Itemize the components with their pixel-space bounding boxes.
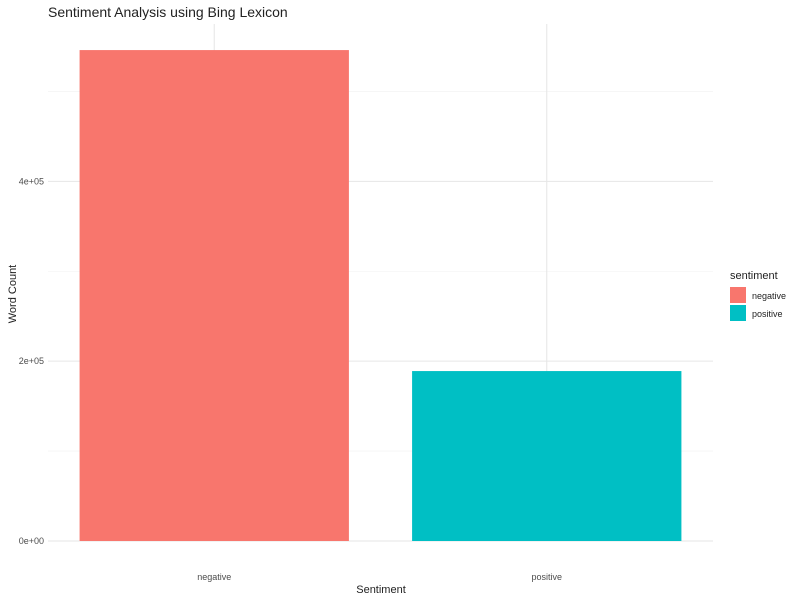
legend-label-positive: positive bbox=[752, 309, 783, 319]
y-tick-label: 4e+05 bbox=[19, 176, 44, 186]
x-tick-label: positive bbox=[531, 572, 562, 582]
chart-title: Sentiment Analysis using Bing Lexicon bbox=[48, 4, 288, 20]
legend: sentiment negative positive bbox=[730, 270, 786, 321]
legend-items: negative positive bbox=[730, 287, 786, 321]
y-tick-label: 2e+05 bbox=[19, 356, 44, 366]
bar-positive bbox=[412, 371, 682, 541]
legend-label-negative: negative bbox=[752, 291, 786, 301]
y-tick-label: 0e+00 bbox=[19, 536, 44, 546]
legend-swatch-positive bbox=[730, 305, 746, 321]
x-axis-label: Sentiment bbox=[356, 584, 406, 596]
x-axis-ticks: negative positive bbox=[197, 572, 562, 582]
y-axis-label: Word Count bbox=[7, 265, 19, 324]
legend-title: sentiment bbox=[730, 270, 778, 282]
bars bbox=[79, 50, 682, 542]
legend-swatch-negative bbox=[730, 287, 746, 303]
y-axis-ticks: 0e+00 2e+05 4e+05 bbox=[19, 176, 44, 546]
x-tick-label: negative bbox=[197, 572, 231, 582]
bar-negative bbox=[79, 50, 349, 542]
